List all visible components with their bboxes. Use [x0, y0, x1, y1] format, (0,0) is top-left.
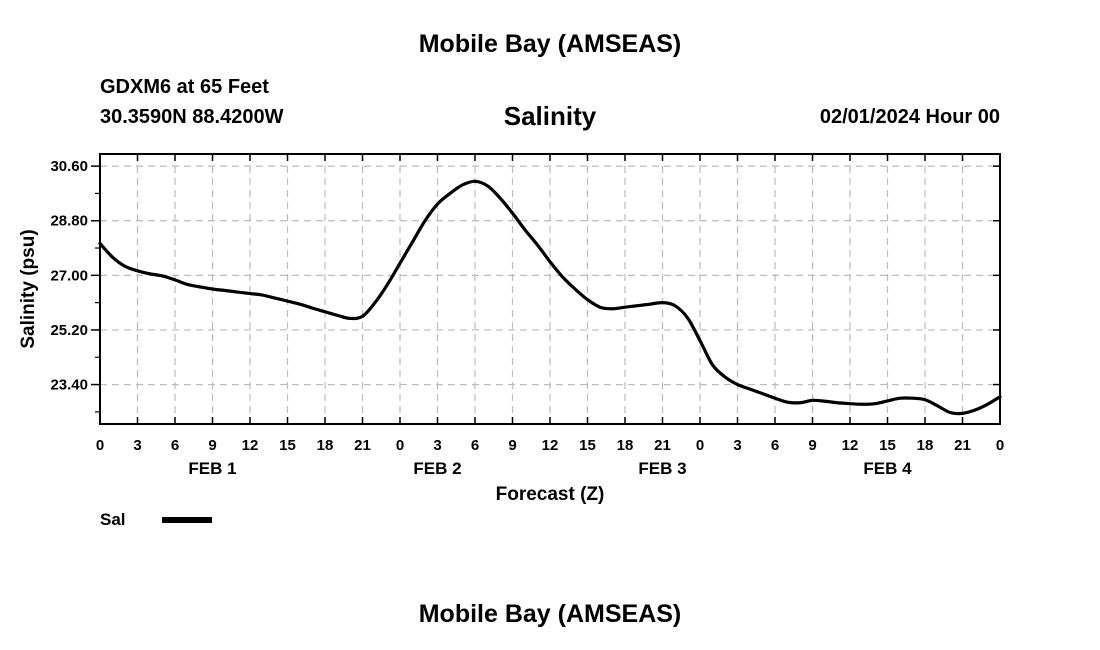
x-tick-label: 0 [96, 437, 104, 454]
y-tick-label: 23.40 [50, 377, 88, 394]
series-layer [98, 179, 1002, 416]
legend-line-swatch [162, 517, 212, 523]
x-tick-label: 0 [396, 437, 404, 454]
x-tick-label: 9 [508, 437, 516, 454]
x-tick-label: 15 [879, 437, 896, 454]
series-line-salinity [98, 179, 1002, 416]
grid-layer [100, 154, 1000, 424]
y-tick-label: 25.20 [50, 322, 88, 339]
x-tick-label: 9 [208, 437, 216, 454]
x-tick-label: 12 [242, 437, 259, 454]
x-tick-label: 21 [354, 437, 371, 454]
y-tick-label: 30.60 [50, 158, 88, 175]
x-tick-label: 0 [996, 437, 1004, 454]
forecast-timestamp: 02/01/2024 Hour 00 [819, 106, 1000, 128]
chart-top-title: Mobile Bay (AMSEAS) [418, 30, 682, 58]
x-tick-label: 0 [696, 437, 704, 454]
x-tick-label: 18 [617, 437, 634, 454]
station-coordinates: 30.3590N 88.4200W [100, 106, 284, 128]
x-tick-label: 6 [171, 437, 179, 454]
axis-layer: 0 3 6 9 12 15 18 21 0 3 6 9 12 15 18 21 0 3 6 9 12 15 18 21 0 30.… [50, 154, 1004, 478]
x-tick-label: 3 [733, 437, 741, 454]
legend-label: Sal [100, 510, 126, 529]
x-tick-label: 12 [842, 437, 859, 454]
x-tick-label: 15 [279, 437, 296, 454]
x-tick-label: 3 [133, 437, 141, 454]
day-label: FEB 4 [863, 459, 912, 478]
x-tick-label: 6 [471, 437, 479, 454]
station-label: GDXM6 at 65 Feet [100, 76, 269, 98]
day-label: FEB 2 [413, 459, 461, 478]
y-tick-label: 28.80 [50, 213, 88, 230]
y-axis-label: Salinity (psu) [18, 229, 39, 348]
y-tick-label: 27.00 [50, 267, 88, 284]
x-tick-label: 3 [433, 437, 441, 454]
x-tick-label: 21 [954, 437, 971, 454]
x-tick-label: 6 [771, 437, 779, 454]
x-tick-label: 15 [579, 437, 596, 454]
x-tick-label: 21 [654, 437, 671, 454]
x-tick-label: 9 [808, 437, 816, 454]
x-axis-label: Forecast (Z) [496, 484, 605, 505]
x-tick-label: 18 [317, 437, 334, 454]
day-label: FEB 1 [188, 459, 236, 478]
x-tick-label: 12 [542, 437, 559, 454]
variable-title: Salinity [503, 101, 597, 131]
x-tick-label: 18 [917, 437, 934, 454]
day-label: FEB 3 [638, 459, 686, 478]
chart-bottom-title: Mobile Bay (AMSEAS) [418, 600, 682, 628]
